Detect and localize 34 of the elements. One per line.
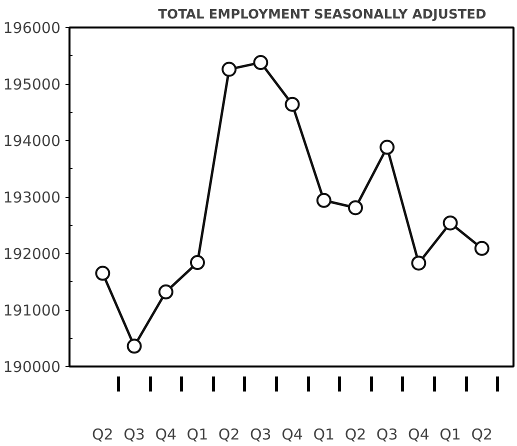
- point: [158, 284, 174, 300]
- y-tick-label: 194000: [3, 132, 61, 150]
- point: [442, 216, 458, 230]
- x-tick-label: Q2: [471, 426, 493, 444]
- point: [348, 200, 363, 216]
- point: [380, 140, 395, 155]
- x-tick-label: Q2: [92, 426, 114, 444]
- chart-title: TOTAL EMPLOYMENT SEASONALLY ADJUSTED: [158, 8, 487, 22]
- y-tick-label: 196000: [3, 19, 61, 37]
- y-tick-label: 190000: [3, 358, 61, 376]
- point: [316, 192, 332, 208]
- y-tick-label: 195000: [3, 76, 61, 94]
- x-tick-label: Q1: [440, 426, 461, 444]
- point: [222, 62, 237, 77]
- point: [411, 256, 426, 271]
- x-tick-label: Q4: [408, 426, 430, 444]
- y-tick-label: 193000: [3, 188, 61, 206]
- x-tick-label: Q1: [313, 426, 335, 444]
- point: [253, 55, 268, 70]
- x-tick-label: Q2: [344, 426, 366, 444]
- point: [284, 96, 300, 112]
- x-tick-label: Q1: [186, 426, 208, 444]
- y-tick-label: 192000: [3, 245, 61, 263]
- point: [95, 266, 110, 281]
- x-tick-label: Q3: [250, 426, 272, 444]
- y-tick-label: 191000: [3, 302, 61, 320]
- x-tick-label: Q2: [218, 426, 240, 444]
- point: [126, 338, 142, 354]
- x-tick-label: Q3: [376, 426, 398, 444]
- point: [190, 255, 205, 270]
- x-tick-label: Q4: [155, 426, 177, 444]
- point: [474, 240, 490, 256]
- x-tick-label: Q4: [282, 426, 303, 444]
- x-tick-label: Q3: [124, 426, 145, 444]
